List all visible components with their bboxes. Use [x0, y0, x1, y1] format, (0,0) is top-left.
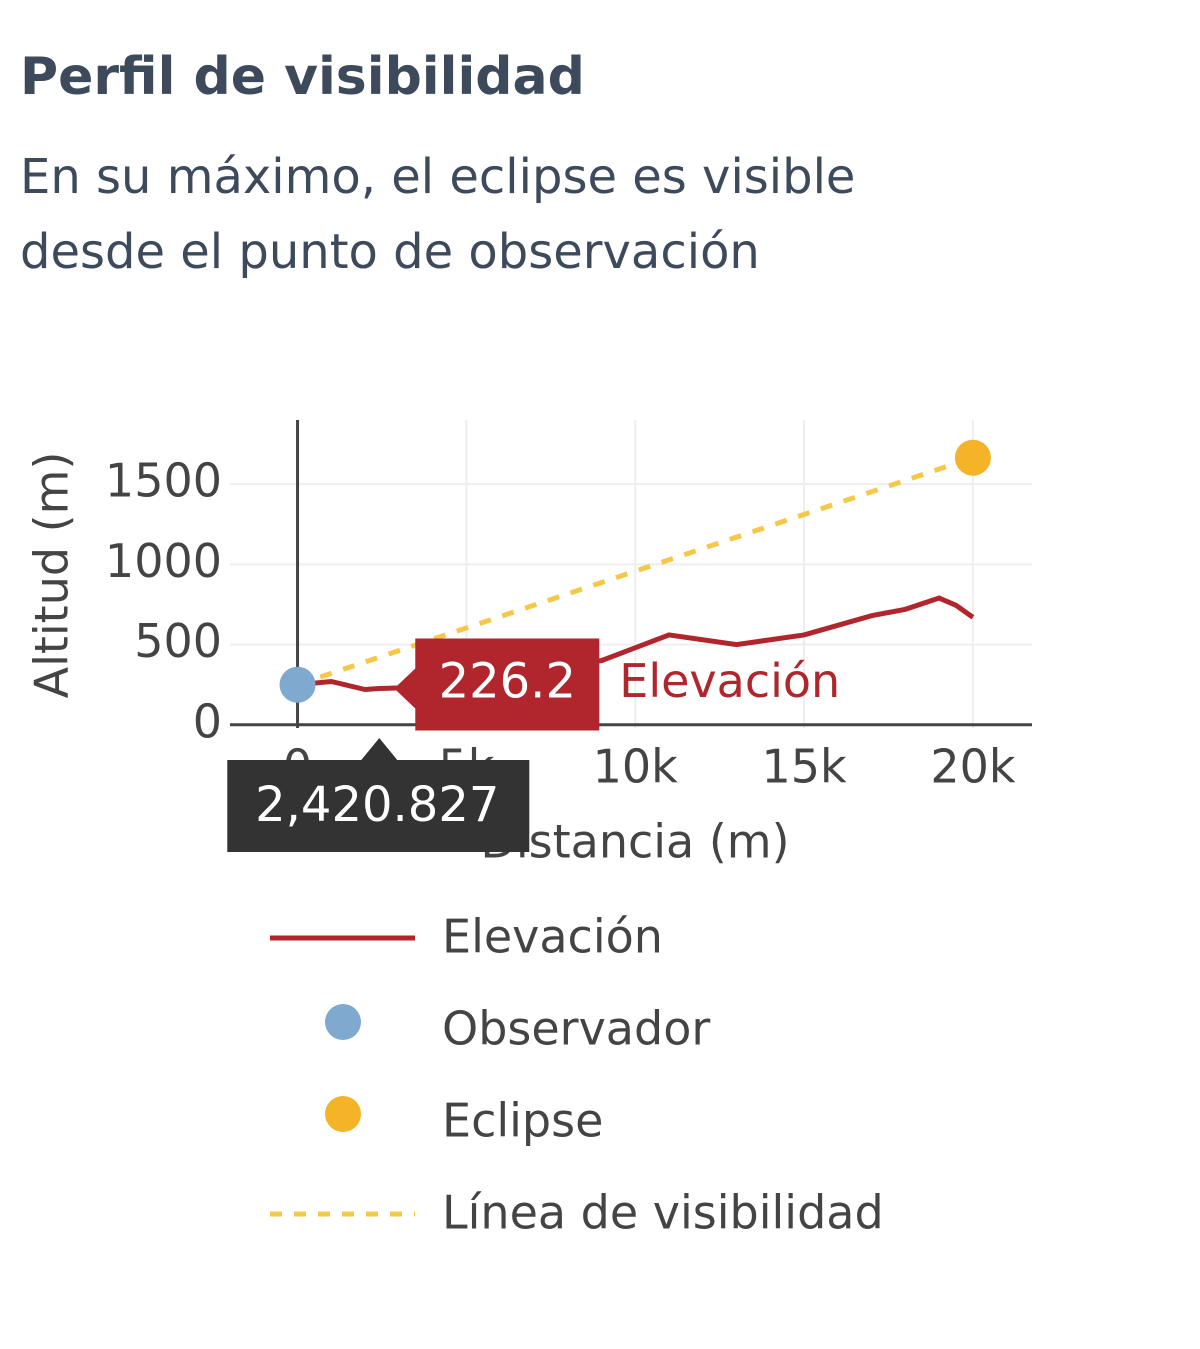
- hover-series: Elevación: [619, 654, 840, 708]
- marker: [279, 666, 316, 703]
- y-tick-label: 0: [193, 694, 222, 748]
- hover-x-box: [227, 738, 530, 852]
- hover-x-label: 2,420.827: [255, 777, 499, 833]
- y-tick-label: 1500: [105, 454, 222, 508]
- x-tick-label: 15k: [761, 740, 847, 794]
- x-tick-label: 10k: [593, 740, 679, 794]
- y-tick-label: 1000: [105, 534, 222, 588]
- hover-y-label: 226.2: [439, 654, 576, 710]
- legend-label: Elevación: [442, 910, 663, 964]
- hover-y-box: [394, 638, 600, 731]
- legend-marker: [325, 1096, 361, 1132]
- x-tick-label: 20k: [930, 740, 1016, 794]
- y-axis-title: Altitud (m): [25, 452, 79, 699]
- subtitle: desde el punto de observación: [20, 224, 760, 280]
- series-line: [297, 595, 975, 693]
- subtitle: En su máximo, el eclipse es visible: [20, 149, 855, 205]
- y-tick-label: 500: [134, 614, 222, 668]
- legend-marker: [325, 1004, 361, 1040]
- title: Perfil de visibilidad: [20, 47, 585, 107]
- legend-label: Observador: [442, 1002, 710, 1056]
- marker: [954, 439, 991, 476]
- legend-label: Línea de visibilidad: [442, 1186, 884, 1240]
- legend-label: Eclipse: [442, 1094, 603, 1148]
- x-axis-title: Distancia (m): [480, 815, 789, 869]
